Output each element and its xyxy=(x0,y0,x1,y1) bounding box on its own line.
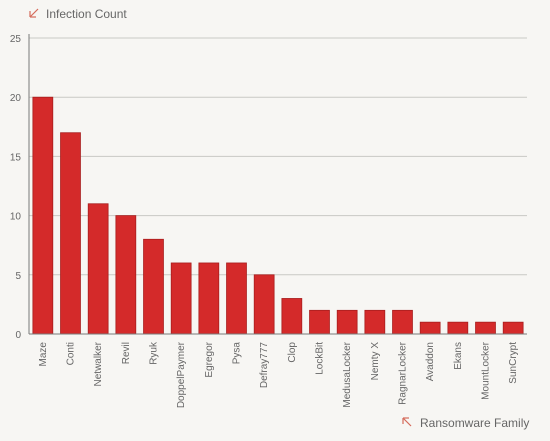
x-tick-label: LockBit xyxy=(315,342,326,375)
x-tick-label: Pysa xyxy=(232,342,243,365)
bar xyxy=(419,321,441,335)
bar xyxy=(392,309,413,335)
x-tick-label: Clop xyxy=(287,342,298,363)
bar xyxy=(475,321,496,335)
bar xyxy=(253,274,275,335)
arrow-up-left-icon xyxy=(402,417,412,427)
bar xyxy=(281,298,303,335)
x-tick-label: Egregor xyxy=(204,341,215,377)
y-axis-title-group: Infection Count xyxy=(29,7,127,21)
x-tick-label: Revil xyxy=(121,342,132,364)
x-tick-label: Defray777 xyxy=(259,342,270,389)
bar xyxy=(198,262,220,335)
y-tick-label: 15 xyxy=(10,152,22,163)
x-tick-label: Ryuk xyxy=(149,341,160,365)
x-tick-label: MedusaLocker xyxy=(342,341,353,407)
arrow-down-left-icon xyxy=(29,8,39,18)
bar xyxy=(115,215,137,335)
bar xyxy=(502,321,524,335)
y-tick-label: 20 xyxy=(10,93,22,104)
y-tick-label: 25 xyxy=(10,34,22,45)
bar xyxy=(87,203,109,335)
x-tick-label: Nemty X xyxy=(370,342,381,381)
bars xyxy=(32,96,524,335)
x-tick-label: Ekans xyxy=(453,342,464,370)
y-tick-label: 5 xyxy=(15,271,21,282)
bar xyxy=(32,96,54,335)
x-tick-label: DoppelPaymer xyxy=(176,341,187,408)
y-tick-label: 10 xyxy=(10,212,22,223)
x-axis-title-group: Ransomware Family xyxy=(402,416,529,430)
x-tick-label: RagnarLocker xyxy=(398,341,409,404)
x-tick-label: Netwalker xyxy=(93,341,104,386)
y-tick-label: 0 xyxy=(15,330,21,341)
bar xyxy=(364,309,386,335)
x-tick-label: Avaddon xyxy=(425,342,436,381)
bar xyxy=(336,309,358,335)
x-tick-label: Conti xyxy=(66,342,77,365)
gridlines xyxy=(29,37,527,276)
x-tick-label: MountLocker xyxy=(481,341,492,399)
x-tick-label: SunCrypt xyxy=(508,342,519,384)
x-axis-title: Ransomware Family xyxy=(420,416,529,430)
bar xyxy=(60,132,81,335)
y-tick-labels: 0 5 10 15 20 25 xyxy=(10,34,22,341)
bar xyxy=(143,238,164,335)
bar xyxy=(170,262,192,335)
x-tick-label: Maze xyxy=(38,342,49,367)
x-tick-labels: Maze Conti Netwalker Revil Ryuk DoppelPaymer E… xyxy=(38,341,519,408)
y-axis-title: Infection Count xyxy=(46,7,127,21)
bar xyxy=(309,309,330,335)
bar xyxy=(447,321,469,335)
bar xyxy=(226,262,247,335)
axes xyxy=(28,34,527,335)
